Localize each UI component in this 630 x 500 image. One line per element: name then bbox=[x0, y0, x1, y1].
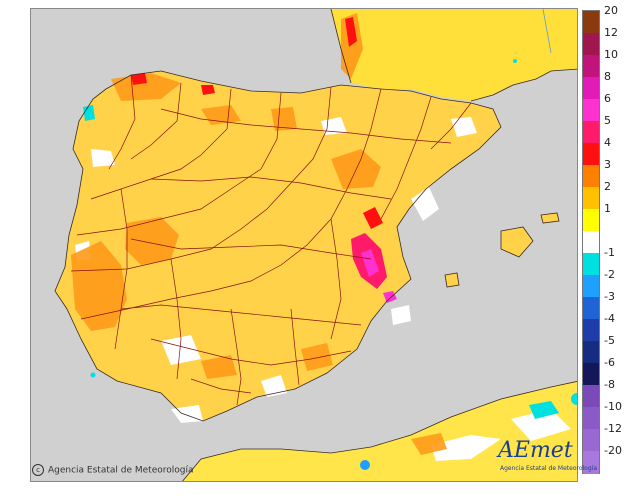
copyright-text: Agencia Estatal de Meteorología bbox=[48, 465, 194, 476]
legend-tick-label: -5 bbox=[604, 334, 615, 347]
land-mallorca bbox=[501, 227, 533, 257]
legend-tick-label: -20 bbox=[604, 444, 622, 457]
legend-tick-label: 8 bbox=[604, 70, 611, 83]
legend-tick-label: 2 bbox=[604, 180, 611, 193]
legend-tick-label: -1 bbox=[604, 246, 615, 259]
legend-tick-label: 5 bbox=[604, 114, 611, 127]
legend-swatch bbox=[583, 341, 599, 364]
legend-swatch bbox=[583, 121, 599, 144]
land-north-africa bbox=[182, 381, 577, 481]
legend-tick-label: -10 bbox=[604, 400, 622, 413]
copyright-notice: c Agencia Estatal de Meteorología bbox=[32, 464, 194, 476]
legend-swatch bbox=[583, 187, 599, 210]
legend-swatch bbox=[583, 407, 599, 430]
legend-tick-label: -6 bbox=[604, 356, 615, 369]
legend-tick-label: 1 bbox=[604, 202, 611, 215]
land-ibiza bbox=[445, 273, 459, 287]
province-boundaries bbox=[70, 74, 472, 406]
copyright-icon: c bbox=[32, 464, 44, 476]
legend-tick-label: 12 bbox=[604, 26, 618, 39]
legend-tick-label: 20 bbox=[604, 4, 618, 17]
legend-swatch bbox=[583, 165, 599, 188]
warm-regions bbox=[71, 13, 447, 455]
legend-swatch bbox=[583, 33, 599, 56]
legend-tick-label: 3 bbox=[604, 158, 611, 171]
map-canvas bbox=[31, 9, 577, 481]
aemet-logo: AEmet Agencia Estatal de Meteorología bbox=[490, 438, 597, 478]
temperature-anomaly-map bbox=[30, 8, 578, 482]
legend-swatch bbox=[583, 363, 599, 386]
legend-swatch bbox=[583, 275, 599, 298]
legend-swatch bbox=[583, 55, 599, 78]
logo-subtitle: Agencia Estatal de Meteorología bbox=[500, 465, 597, 472]
color-legend bbox=[582, 10, 600, 474]
hot-spots bbox=[131, 17, 397, 303]
legend-swatch bbox=[583, 231, 599, 254]
neutral-patches bbox=[75, 117, 571, 461]
legend-swatch bbox=[583, 297, 599, 320]
legend-swatch bbox=[583, 77, 599, 100]
legend-tick-label: -4 bbox=[604, 312, 615, 325]
legend-swatch bbox=[583, 319, 599, 342]
land-iberia bbox=[55, 71, 501, 421]
legend-tick-label: 4 bbox=[604, 136, 611, 149]
legend-tick-label: -12 bbox=[604, 422, 622, 435]
legend-tick-label: 10 bbox=[604, 48, 618, 61]
border-line bbox=[542, 9, 552, 54]
land-france bbox=[331, 9, 577, 101]
legend-swatch bbox=[583, 451, 599, 474]
legend-swatch bbox=[583, 99, 599, 122]
legend-swatch bbox=[583, 385, 599, 408]
legend-swatch bbox=[583, 143, 599, 166]
legend-swatch bbox=[583, 429, 599, 452]
legend-tick-label: -2 bbox=[604, 268, 615, 281]
coastlines bbox=[54, 9, 577, 481]
legend-tick-label: -8 bbox=[604, 378, 615, 391]
legend-swatch bbox=[583, 253, 599, 276]
legend-swatch bbox=[583, 209, 599, 232]
legend-tick-label: 6 bbox=[604, 92, 611, 105]
land-menorca bbox=[541, 213, 559, 223]
legend-tick-label: -3 bbox=[604, 290, 615, 303]
cold-spots bbox=[83, 59, 577, 470]
legend-swatch bbox=[583, 11, 599, 34]
logo-brand: AEmet bbox=[498, 438, 573, 463]
